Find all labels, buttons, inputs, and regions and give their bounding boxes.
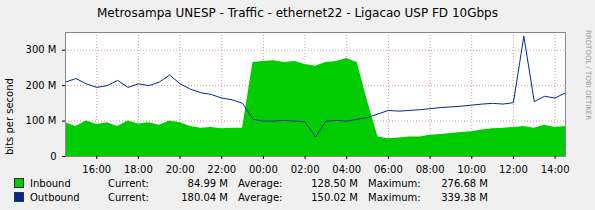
html-text:Inbound: Inbound <box>30 178 71 189</box>
html-text:128.50 M: 128.50 M <box>311 178 358 189</box>
svg-text:22:00: 22:00 <box>207 164 236 175</box>
svg-text:02:00: 02:00 <box>291 164 320 175</box>
html-text:Metrosampa UNESP - Traffic - e: Metrosampa UNESP - Traffic - ethernet22 … <box>97 6 498 20</box>
svg-text:0: 0 <box>50 151 56 162</box>
svg-text:100 M: 100 M <box>26 115 57 126</box>
svg-text:08:00: 08:00 <box>416 164 445 175</box>
svg-text:00:00: 00:00 <box>249 164 278 175</box>
html-text:Current:: Current: <box>108 178 149 189</box>
html-text:RRDTOOL / TOBI OETIKER: RRDTOOL / TOBI OETIKER <box>584 30 592 121</box>
html-text:84.99 M: 84.99 M <box>187 178 228 189</box>
svg-text:06:00: 06:00 <box>374 164 403 175</box>
svg-text:10:00: 10:00 <box>457 164 486 175</box>
svg-text:300 M: 300 M <box>26 44 57 55</box>
html-text:339.38 M: 339.38 M <box>441 192 488 203</box>
svg-text:16:00: 16:00 <box>82 164 111 175</box>
html-text:Current:: Current: <box>108 192 149 203</box>
svg-text:12:00: 12:00 <box>499 164 528 175</box>
html-text:180.04 M: 180.04 M <box>181 192 228 203</box>
svg-text:20:00: 20:00 <box>166 164 195 175</box>
svg-text:04:00: 04:00 <box>332 164 361 175</box>
html-text:Outbound: Outbound <box>30 192 80 203</box>
html-text:Average:: Average: <box>238 192 283 203</box>
html-text:150.02 M: 150.02 M <box>311 192 358 203</box>
html-text:Maximum:: Maximum: <box>368 178 421 189</box>
svg-text:14:00: 14:00 <box>541 164 570 175</box>
html-text:Maximum:: Maximum: <box>368 192 421 203</box>
svg-text:18:00: 18:00 <box>124 164 153 175</box>
html-text:bits per second: bits per second <box>4 78 15 156</box>
html-text:276.68 M: 276.68 M <box>441 178 488 189</box>
html-text:Average:: Average: <box>238 178 283 189</box>
svg-text:200 M: 200 M <box>26 80 57 91</box>
